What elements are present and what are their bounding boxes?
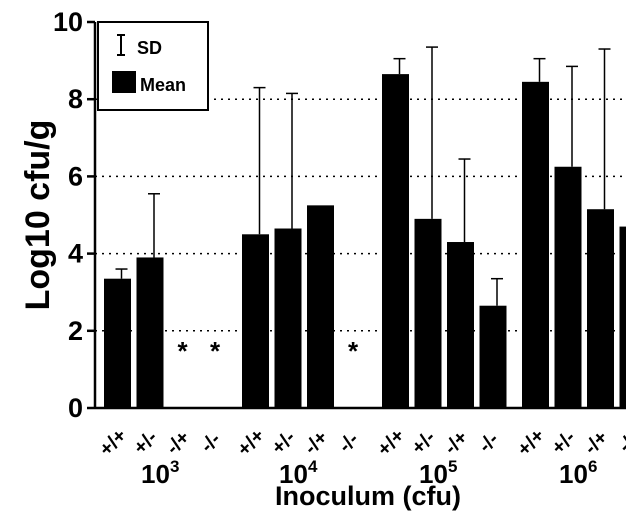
no-growth-marker: *: [210, 336, 221, 366]
category-label: -/+: [300, 427, 332, 459]
y-tick-labels: 0 2 4 6 8 10: [53, 7, 83, 423]
bars: [104, 74, 626, 409]
legend-sd-icon: [117, 34, 125, 56]
x-axis-label: Inoculum (cfu): [275, 481, 461, 511]
no-growth-marker: *: [348, 336, 359, 366]
y-tick-label: 0: [68, 393, 83, 423]
legend-mean-swatch: [112, 71, 136, 93]
category-label: +/-: [268, 427, 300, 459]
y-tick-label: 8: [68, 84, 83, 114]
category-label: +/+: [513, 425, 549, 461]
category-labels: +/++/- -/+ -/- +/++/- -/+ -/- +/++/- -/+ -/- +/++…: [95, 425, 626, 461]
category-label: -/-: [614, 428, 626, 457]
bar: [382, 74, 409, 409]
category-label: +/-: [130, 427, 162, 459]
y-tick-label: 2: [68, 316, 83, 346]
category-label: -/-: [196, 428, 225, 457]
axes: [87, 20, 626, 410]
bar: [522, 81, 549, 408]
category-label: +/-: [408, 427, 440, 459]
bar: [307, 205, 334, 408]
bar: [242, 234, 269, 408]
legend-mean-label: Mean: [140, 75, 186, 95]
no-growth-marker: *: [177, 336, 188, 366]
group-labels: 103 104 105 106: [141, 457, 597, 489]
group-label: 106: [559, 457, 597, 489]
category-label: +/+: [373, 425, 409, 461]
legend: SD Mean: [97, 21, 209, 111]
y-tick-label: 10: [53, 7, 83, 37]
group-label: 103: [141, 457, 179, 489]
category-label: -/-: [334, 428, 363, 457]
category-label: +/-: [548, 427, 580, 459]
bar: [554, 166, 582, 408]
group-label: 104: [279, 457, 318, 489]
bar: [479, 305, 507, 408]
no-growth-markers: * * *: [177, 336, 359, 366]
bar: [587, 209, 614, 408]
bar: [619, 226, 626, 408]
bar: [104, 278, 131, 408]
group-label: 105: [419, 457, 457, 489]
category-label: -/+: [580, 427, 612, 459]
bar: [136, 257, 164, 408]
y-tick-label: 6: [68, 161, 83, 191]
category-label: +/+: [95, 425, 131, 461]
category-label: +/+: [233, 425, 269, 461]
legend-sd-label: SD: [137, 38, 162, 58]
y-tick-label: 4: [68, 239, 83, 269]
legend-box: [97, 21, 209, 111]
bar: [274, 228, 302, 408]
bar: [447, 242, 474, 408]
category-label: -/+: [162, 427, 194, 459]
error-bars: [115, 46, 611, 306]
bar: [414, 218, 442, 408]
y-axis-label: Log10 cfu/g: [19, 120, 57, 311]
category-label: -/+: [440, 427, 472, 459]
category-label: -/-: [474, 428, 503, 457]
